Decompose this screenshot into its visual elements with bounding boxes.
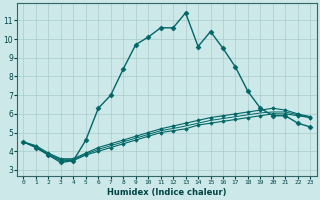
- X-axis label: Humidex (Indice chaleur): Humidex (Indice chaleur): [107, 188, 227, 197]
